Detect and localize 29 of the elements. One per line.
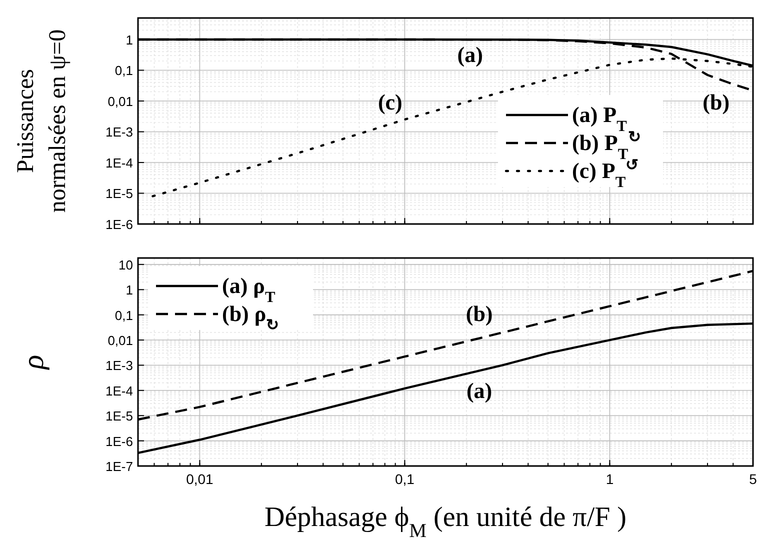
y-tick-label: 1E-4 <box>106 383 133 398</box>
x-tick-label: 1 <box>606 471 614 487</box>
y-tick-label: 10 <box>118 257 133 272</box>
y-tick-label: 0,01 <box>108 333 133 348</box>
annotation: (a) <box>466 378 492 404</box>
y-tick-label: 0,01 <box>108 94 133 109</box>
annotation: (b) <box>466 301 493 326</box>
legend-label: (a) P$_{T}$ <box>572 102 628 134</box>
x-axis-title: Déphasage ϕ$_{M}$ (en unité de π/F ) <box>264 502 626 542</box>
y-tick-label: 1E-4 <box>106 156 133 170</box>
y-tick-label: 1 <box>126 32 133 48</box>
y-tick-label: 1E-6 <box>106 217 133 232</box>
annotation: (c) <box>378 89 402 114</box>
y-tick-label: 0,1 <box>114 308 133 323</box>
y-tick-label: 0,1 <box>114 63 133 78</box>
y-tick-label: 1E-3 <box>106 124 133 140</box>
x-tick-label: 5 <box>749 471 758 487</box>
x-tick-label: 0,1 <box>394 471 415 487</box>
y-tick-label: 1E-5 <box>106 186 133 202</box>
x-tick-label: 0,01 <box>186 471 214 487</box>
annotation: (b) <box>702 89 730 114</box>
y-tick-label: 1E-5 <box>106 408 133 424</box>
y-tick-label: 1E-7 <box>106 459 133 474</box>
y-tick-label: 1E-6 <box>106 434 133 449</box>
y-tick-label: 1 <box>126 282 133 298</box>
y-axis-title: ρ <box>17 354 50 370</box>
annotation: (a) <box>457 42 483 68</box>
y-axis-title: Puissances normalsées en ψ=0 <box>13 29 71 213</box>
y-tick-label: 1E-3 <box>106 358 133 374</box>
